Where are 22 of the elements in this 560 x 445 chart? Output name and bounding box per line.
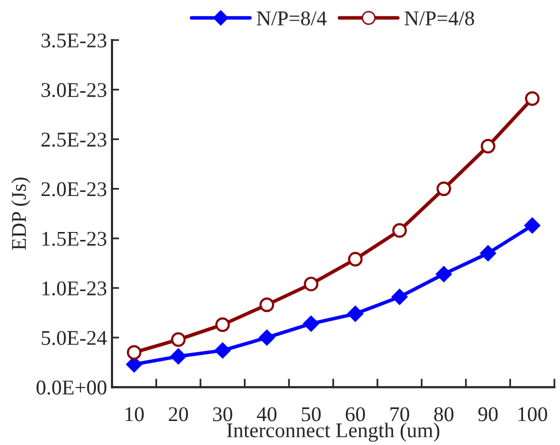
x-tick-label: 20	[168, 407, 188, 422]
y-tick-label: 2.5E-23	[42, 132, 106, 147]
x-tick-label: 100	[518, 407, 548, 422]
x-tick-label: 10	[126, 407, 144, 422]
x-tick-label: 60	[346, 407, 365, 422]
y-tick-label: 3.0E-23	[42, 83, 106, 98]
legend-label: N/P=4/8	[404, 11, 474, 26]
y-tick-label: 1.0E-23	[42, 281, 106, 296]
x-axis-title: Interconnect Length (um)	[226, 422, 440, 442]
x-tick-label: 50	[302, 407, 321, 422]
y-tick-label: 0.0E+00	[36, 380, 106, 395]
y-tick-label: 2.0E-23	[42, 182, 106, 196]
y-axis-title: EDP (Js)	[11, 178, 30, 250]
x-tick-label: 40	[256, 407, 276, 422]
legend-label: N/P=8/4	[256, 11, 327, 26]
y-tick-label: 5.0E-24	[42, 330, 107, 346]
x-tick-label: 70	[390, 407, 410, 422]
x-tick-label: 80	[434, 407, 454, 422]
y-tick-label: 3.5E-23	[42, 33, 106, 48]
x-tick-label: 30	[213, 407, 232, 422]
x-tick-label: 90	[478, 407, 498, 422]
y-tick-label: 1.5E-23	[42, 232, 106, 246]
